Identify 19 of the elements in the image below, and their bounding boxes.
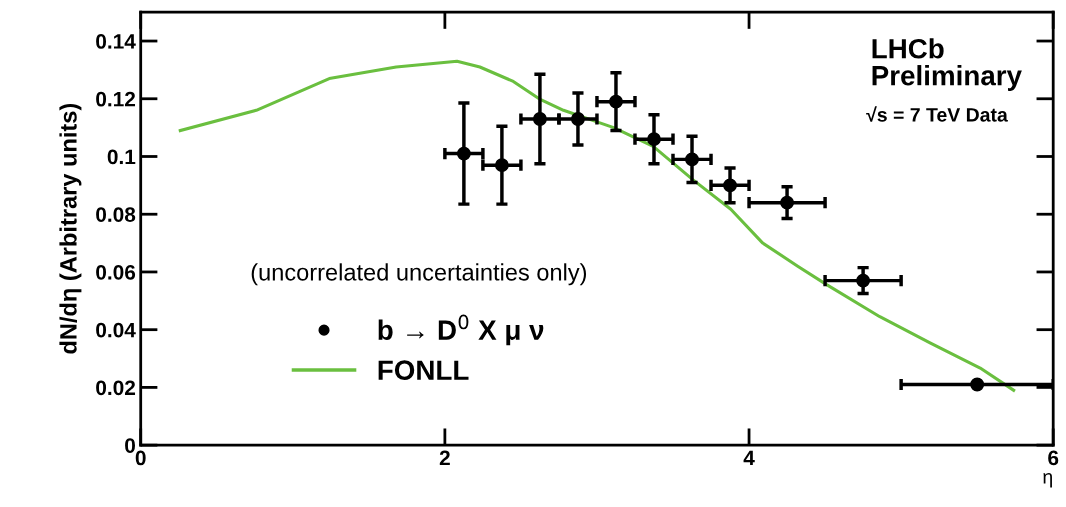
x-tick-label: 6 [1048,450,1059,466]
y-axis-title: dN/dη (Arbitrary units) [59,103,82,354]
x-tick-label: 4 [743,450,755,466]
annotation: (uncorrelated uncertainties only) [251,263,587,286]
y-tick-label: 0.04 [96,322,136,338]
legend-label: FONLL [378,360,469,381]
y-tick-label: 0.1 [107,149,136,165]
y-tick-label: 0.02 [96,380,136,396]
annotation: LHCb Preliminary [872,38,1022,91]
annotation: √s = 7 TeV Data [866,106,1008,122]
y-tick-label: 0.14 [96,34,136,49]
x-tick-label: 0 [135,450,146,466]
x-axis-title: η [1043,473,1052,488]
y-tick-label: 0.08 [96,207,136,222]
y-tick-label: 0.12 [96,91,136,107]
y-tick-label: 0.06 [96,264,136,280]
x-tick-label: 2 [439,450,450,466]
legend-label: b → D$^{0}$ X μ ν [378,314,544,346]
y-tick-label: 0 [125,438,135,453]
